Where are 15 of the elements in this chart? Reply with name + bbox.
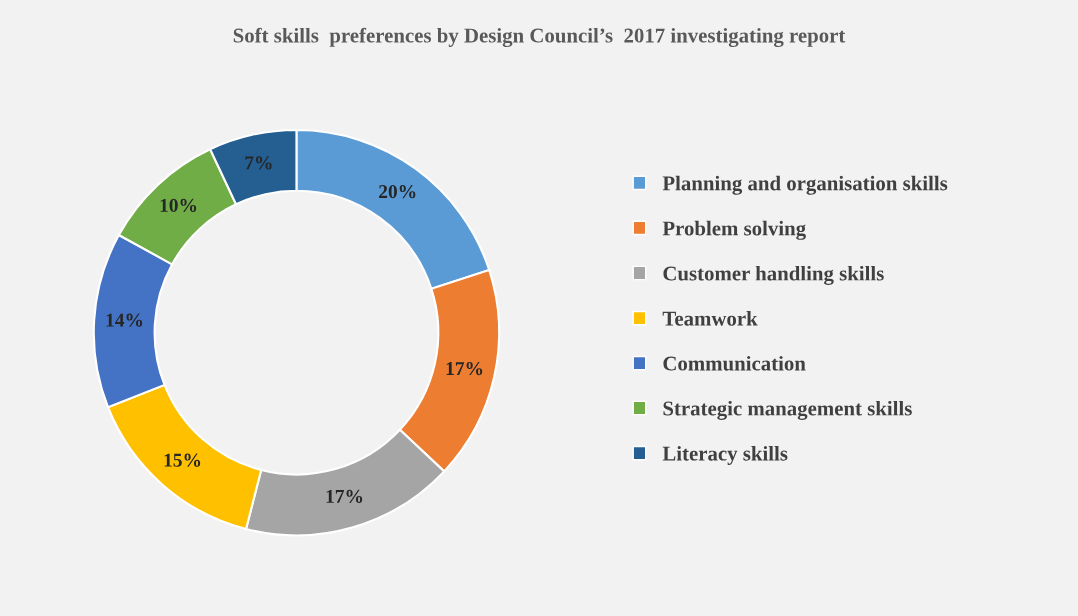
data-label: 14% bbox=[106, 313, 143, 327]
legend-label: Teamwork bbox=[662, 311, 758, 326]
legend-label: Customer handling skills bbox=[663, 265, 884, 285]
data-label: 17% bbox=[326, 489, 363, 503]
data-label: 20% bbox=[379, 185, 416, 199]
data-label: 10% bbox=[160, 198, 197, 212]
chart-title: Soft skills preferences by Design Council’s 2017 investigating report bbox=[233, 27, 846, 47]
legend-label: Communication bbox=[663, 355, 806, 371]
data-label: 15% bbox=[164, 453, 201, 467]
legend-label: Planning and organisation skills bbox=[662, 175, 948, 195]
legend-label: Literacy skills bbox=[662, 445, 788, 465]
legend-label: Problem solving bbox=[662, 220, 806, 240]
data-label: 17% bbox=[446, 361, 483, 376]
data-label: 7% bbox=[245, 156, 272, 170]
legend-label: Strategic management skills bbox=[663, 400, 912, 420]
